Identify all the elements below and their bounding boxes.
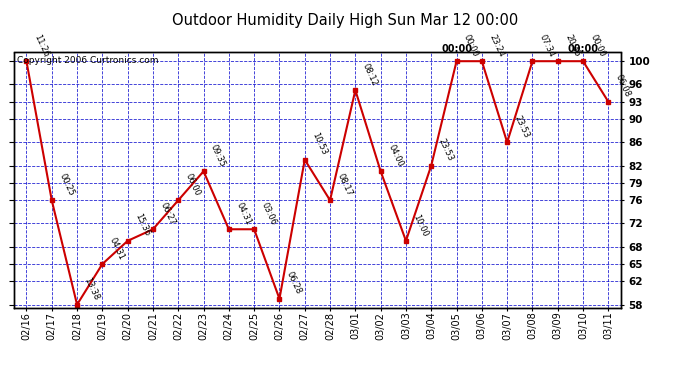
Text: 08:17: 08:17 [335, 172, 354, 198]
Text: 10:53: 10:53 [310, 132, 328, 157]
Text: 06:28: 06:28 [285, 270, 304, 296]
Text: 00:00: 00:00 [589, 33, 607, 58]
Text: 23:53: 23:53 [437, 137, 455, 163]
Text: 06:27: 06:27 [159, 201, 177, 226]
Text: 00:00: 00:00 [441, 44, 472, 54]
Text: 03:06: 03:06 [259, 201, 278, 226]
Text: 08:12: 08:12 [361, 62, 379, 87]
Text: 00:25: 00:25 [57, 172, 75, 198]
Text: 06:08: 06:08 [614, 74, 632, 99]
Text: 04:31: 04:31 [235, 201, 253, 226]
Text: 23:53: 23:53 [513, 114, 531, 140]
Text: 00:00: 00:00 [462, 33, 480, 58]
Text: 04:31: 04:31 [108, 236, 126, 261]
Text: 20:45: 20:45 [563, 33, 582, 58]
Text: 11:26: 11:26 [32, 33, 50, 58]
Text: 09:35: 09:35 [209, 143, 227, 168]
Text: 06:00: 06:00 [184, 172, 202, 198]
Text: 00:00: 00:00 [568, 44, 598, 54]
Text: 13:38: 13:38 [83, 276, 101, 302]
Text: 23:24: 23:24 [487, 33, 506, 58]
Text: Copyright 2006 Curtronics.com: Copyright 2006 Curtronics.com [17, 56, 158, 65]
Text: 15:36: 15:36 [133, 213, 152, 238]
Text: 07:34: 07:34 [538, 33, 556, 58]
Text: 10:00: 10:00 [411, 213, 430, 238]
Text: 04:00: 04:00 [386, 143, 404, 168]
Text: Outdoor Humidity Daily High Sun Mar 12 00:00: Outdoor Humidity Daily High Sun Mar 12 0… [172, 13, 518, 28]
